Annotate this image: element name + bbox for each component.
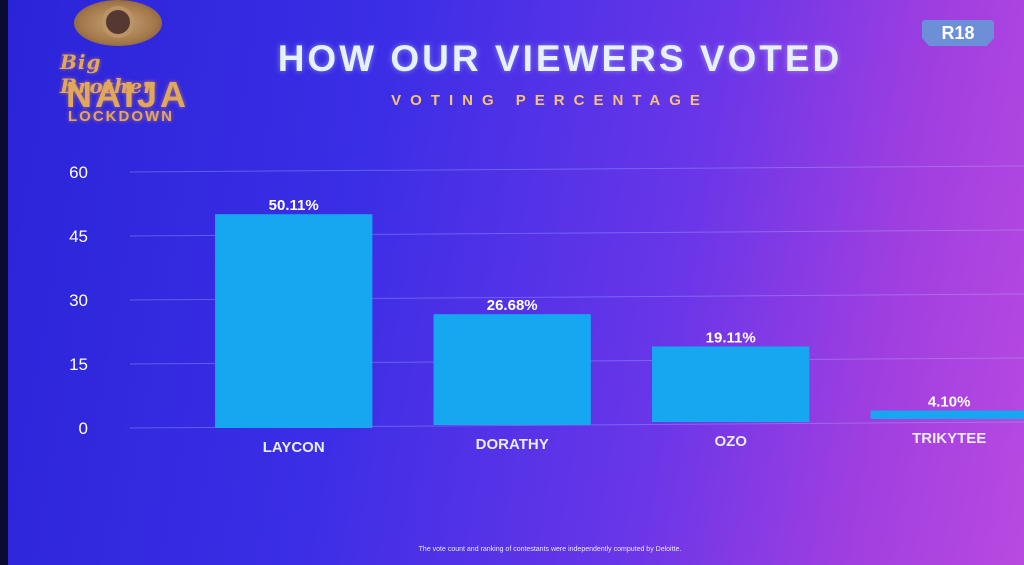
chart-subtitle: VOTING PERCENTAGE — [391, 92, 709, 109]
bar-value-label: 19.11% — [706, 329, 756, 346]
logo-line-3: LOCKDOWN — [68, 108, 174, 125]
show-logo: Big Brother NAIJA LOCKDOWN — [60, 0, 190, 130]
logo-line-2: NAIJA — [66, 74, 190, 115]
footer-note: The vote count and ranking of contestant… — [418, 546, 682, 553]
x-tick-label: DORATHY — [476, 436, 549, 453]
gridline — [129, 165, 1024, 173]
bar-value-label: 50.11% — [269, 197, 319, 214]
y-tick-label: 0 — [79, 419, 88, 438]
bar-value-label: 4.10% — [928, 394, 971, 411]
age-rating-badge: R18 — [922, 20, 994, 46]
eye-logo-icon — [74, 0, 162, 46]
x-tick-label: OZO — [714, 433, 747, 450]
y-tick-label: 30 — [69, 291, 88, 310]
bar — [433, 314, 591, 425]
bar — [652, 346, 810, 422]
y-tick-label: 45 — [69, 227, 88, 246]
bar-value-label: 26.68% — [487, 297, 538, 314]
chart-title: HOW OUR VIEWERS VOTED — [277, 38, 843, 79]
x-tick-label: TRIKYTEE — [912, 430, 986, 447]
y-tick-label: 15 — [69, 355, 88, 374]
screen-bezel — [0, 0, 8, 565]
bar — [215, 214, 373, 428]
logo-line-1: Big Brother — [60, 50, 155, 98]
bar — [870, 410, 1024, 419]
x-tick-label: LAYCON — [263, 439, 325, 456]
y-tick-label: 60 — [69, 163, 88, 182]
